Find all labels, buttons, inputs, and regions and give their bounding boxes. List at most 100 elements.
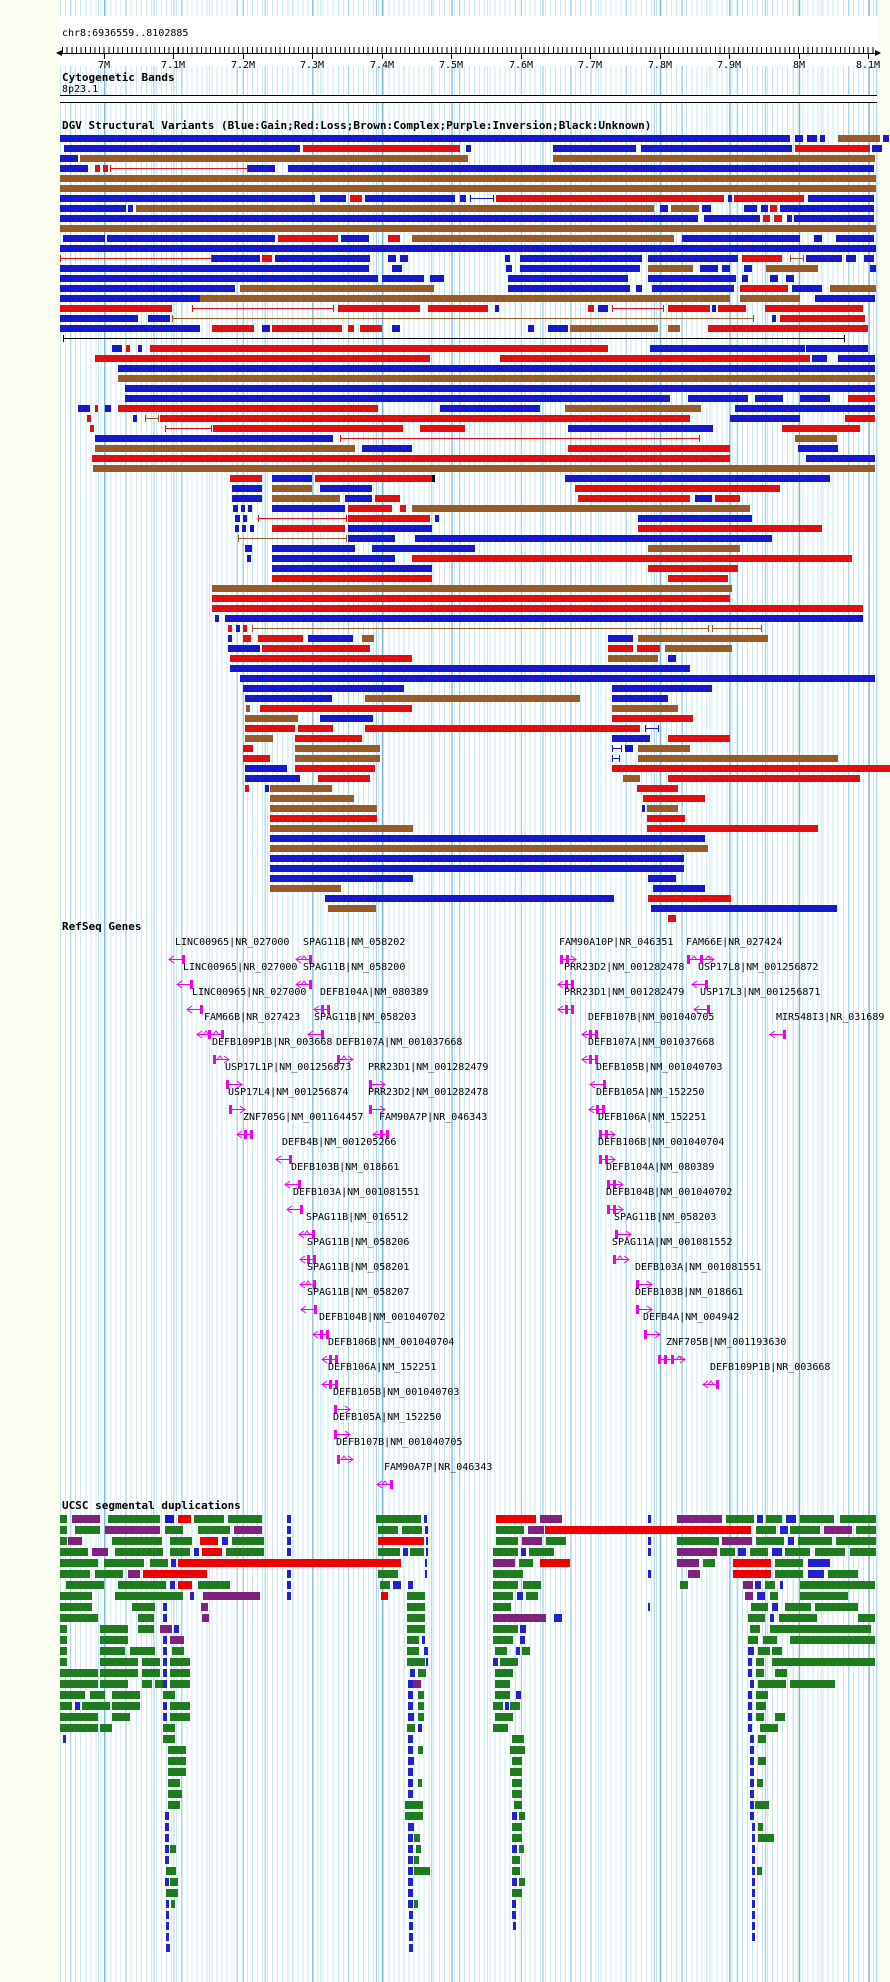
variant-bar[interactable] bbox=[870, 265, 876, 272]
gene-label[interactable]: LINC00965|NR_027000 bbox=[192, 987, 307, 998]
segdup-bar[interactable] bbox=[850, 1548, 876, 1556]
segdup-bar[interactable] bbox=[648, 1515, 651, 1523]
variant-bar[interactable] bbox=[295, 755, 380, 762]
segdup-bar[interactable] bbox=[425, 1570, 427, 1578]
segdup-bar[interactable] bbox=[163, 1702, 167, 1710]
variant-bar[interactable] bbox=[565, 475, 830, 482]
variant-bar[interactable] bbox=[508, 285, 630, 292]
segdup-bar[interactable] bbox=[512, 1757, 522, 1765]
gene-marker-icon[interactable] bbox=[613, 1249, 630, 1268]
segdup-bar[interactable] bbox=[750, 1757, 754, 1765]
variant-bar[interactable] bbox=[506, 265, 512, 272]
segdup-bar[interactable] bbox=[60, 1548, 88, 1556]
segdup-bar[interactable] bbox=[677, 1548, 717, 1556]
variant-bar[interactable] bbox=[820, 135, 825, 142]
segdup-bar[interactable] bbox=[765, 1581, 775, 1589]
segdup-bar[interactable] bbox=[115, 1592, 183, 1600]
segdup-bar[interactable] bbox=[202, 1548, 222, 1556]
gene-label[interactable]: PRR23D1|NM_001282479 bbox=[564, 987, 685, 998]
segdup-bar[interactable] bbox=[408, 1856, 413, 1864]
variant-range-line[interactable] bbox=[612, 305, 664, 312]
gene-marker-icon[interactable] bbox=[275, 1149, 292, 1168]
segdup-bar[interactable] bbox=[758, 1823, 763, 1831]
variant-bar[interactable] bbox=[212, 595, 730, 602]
variant-bar[interactable] bbox=[795, 435, 837, 442]
variant-bar[interactable] bbox=[400, 255, 408, 262]
gene-label[interactable]: DEFB103B|NM_018661 bbox=[635, 1287, 744, 1298]
variant-bar[interactable] bbox=[612, 725, 640, 732]
gene-label[interactable]: DEFB107B|NM_001040705 bbox=[336, 1437, 463, 1448]
segdup-bar[interactable] bbox=[414, 1867, 430, 1875]
segdup-bar[interactable] bbox=[510, 1768, 522, 1776]
segdup-bar[interactable] bbox=[757, 1779, 763, 1787]
segdup-bar[interactable] bbox=[733, 1570, 771, 1578]
variant-bar[interactable] bbox=[578, 495, 690, 502]
gene-marker-icon[interactable] bbox=[298, 1224, 315, 1243]
gene-marker-icon[interactable] bbox=[186, 999, 203, 1018]
variant-bar[interactable] bbox=[570, 325, 658, 332]
segdup-bar[interactable] bbox=[408, 1713, 414, 1721]
gene-marker-icon[interactable] bbox=[607, 1199, 624, 1218]
segdup-bar[interactable] bbox=[402, 1526, 422, 1534]
segdup-bar[interactable] bbox=[800, 1581, 875, 1589]
variant-bar[interactable] bbox=[708, 325, 868, 332]
variant-bar[interactable] bbox=[780, 205, 874, 212]
gene-marker-icon[interactable] bbox=[588, 1099, 605, 1118]
segdup-bar[interactable] bbox=[407, 1592, 425, 1600]
gene-marker-icon[interactable] bbox=[300, 1299, 317, 1318]
gene-marker-icon[interactable] bbox=[236, 1124, 253, 1143]
variant-bar[interactable] bbox=[883, 135, 889, 142]
segdup-bar[interactable] bbox=[287, 1526, 291, 1534]
segdup-bar[interactable] bbox=[495, 1669, 513, 1677]
segdup-bar[interactable] bbox=[840, 1515, 876, 1523]
gene-marker-icon[interactable] bbox=[299, 1274, 316, 1293]
segdup-bar[interactable] bbox=[409, 1911, 413, 1919]
variant-bar[interactable] bbox=[225, 615, 863, 622]
variant-bar[interactable] bbox=[341, 235, 369, 242]
segdup-bar[interactable] bbox=[142, 1658, 160, 1666]
segdup-bar[interactable] bbox=[512, 1911, 516, 1919]
variant-bar[interactable] bbox=[200, 295, 730, 302]
segdup-bar[interactable] bbox=[424, 1647, 428, 1655]
variant-bar[interactable] bbox=[63, 235, 105, 242]
segdup-bar[interactable] bbox=[800, 1592, 848, 1600]
variant-bar[interactable] bbox=[278, 235, 338, 242]
segdup-bar[interactable] bbox=[756, 1702, 766, 1710]
gene-label[interactable]: PRR23D2|NM_001282478 bbox=[564, 962, 685, 973]
segdup-bar[interactable] bbox=[168, 1757, 186, 1765]
gene-label[interactable]: DEFB106B|NM_001040704 bbox=[328, 1337, 455, 1348]
gene-label[interactable]: LINC00965|NR_027000 bbox=[183, 962, 298, 973]
segdup-bar[interactable] bbox=[425, 1526, 428, 1534]
variant-bar[interactable] bbox=[360, 325, 382, 332]
segdup-bar[interactable] bbox=[493, 1570, 523, 1578]
segdup-bar[interactable] bbox=[493, 1625, 518, 1633]
variant-bar[interactable] bbox=[246, 705, 250, 712]
gene-label[interactable]: DEFB106B|NM_001040704 bbox=[598, 1137, 725, 1148]
segdup-bar[interactable] bbox=[408, 1889, 413, 1897]
segdup-bar[interactable] bbox=[510, 1702, 520, 1710]
segdup-bar[interactable] bbox=[493, 1559, 515, 1567]
gene-label[interactable]: DEFB104B|NM_001040702 bbox=[319, 1312, 446, 1323]
variant-bar[interactable] bbox=[107, 235, 275, 242]
segdup-bar[interactable] bbox=[408, 1746, 413, 1754]
variant-bar[interactable] bbox=[245, 735, 273, 742]
segdup-bar[interactable] bbox=[408, 1900, 413, 1908]
variant-bar[interactable] bbox=[815, 295, 875, 302]
variant-bar[interactable] bbox=[118, 375, 875, 382]
variant-bar[interactable] bbox=[270, 845, 708, 852]
variant-bar[interactable] bbox=[440, 405, 540, 412]
variant-bar[interactable] bbox=[864, 255, 874, 262]
gene-label[interactable]: ZNF705B|NM_001193630 bbox=[666, 1337, 787, 1348]
variant-bar[interactable] bbox=[612, 705, 678, 712]
segdup-bar[interactable] bbox=[517, 1592, 523, 1600]
segdup-bar[interactable] bbox=[775, 1559, 803, 1567]
segdup-bar[interactable] bbox=[772, 1603, 778, 1611]
variant-bar[interactable] bbox=[275, 255, 370, 262]
gene-marker-icon[interactable] bbox=[607, 1174, 624, 1193]
variant-bar[interactable] bbox=[270, 825, 413, 832]
segdup-bar[interactable] bbox=[287, 1515, 291, 1523]
variant-bar[interactable] bbox=[272, 565, 432, 572]
segdup-bar[interactable] bbox=[414, 1900, 418, 1908]
gene-marker-icon[interactable] bbox=[615, 1224, 632, 1243]
segdup-bar[interactable] bbox=[750, 1779, 754, 1787]
